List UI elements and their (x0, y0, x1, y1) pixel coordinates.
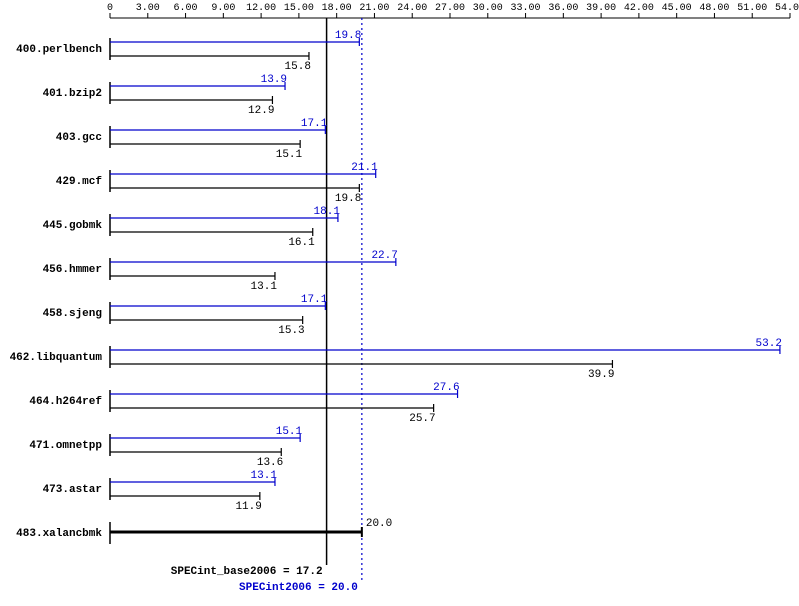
x-tick-label: 15.00 (284, 3, 314, 14)
value-label-base: 39.9 (588, 369, 614, 381)
x-tick-label: 24.00 (397, 3, 427, 14)
value-label-peak: 21.1 (351, 162, 378, 174)
x-tick-label: 33.00 (511, 3, 541, 14)
x-tick-label: 0 (107, 3, 113, 14)
benchmark-label: 456.hmmer (43, 264, 102, 276)
value-label-base: 15.3 (278, 325, 304, 337)
summary-peak-label: SPECint2006 = 20.0 (239, 582, 358, 594)
benchmark-label: 458.sjeng (43, 308, 102, 320)
chart-svg: 0 3.00 6.00 9.00 12.00 15.00 18.00 21.00 24.00 27… (0, 0, 799, 606)
value-label-base: 15.1 (276, 149, 303, 161)
value-label-base: 12.9 (248, 105, 274, 117)
benchmark-label: 473.astar (43, 484, 102, 496)
summary-base-label: SPECint_base2006 = 17.2 (171, 566, 323, 578)
value-label-base: 15.8 (285, 61, 311, 73)
x-tick-label: 45.00 (662, 3, 692, 14)
x-tick-label: 48.00 (699, 3, 729, 14)
benchmark-label: 462.libquantum (10, 352, 103, 364)
benchmark-label: 483.xalancbmk (16, 528, 102, 540)
x-tick-label: 42.00 (624, 3, 654, 14)
value-label-base: 19.8 (335, 193, 361, 205)
x-tick-label: 51.00 (737, 3, 767, 14)
x-tick-label: 27.00 (435, 3, 465, 14)
value-label-base: 13.1 (251, 281, 278, 293)
value-label-peak: 18.1 (314, 206, 341, 218)
x-tick-label: 12.00 (246, 3, 276, 14)
x-tick-label: 18.00 (322, 3, 352, 14)
x-tick-label: 3.00 (136, 3, 160, 14)
x-tick-label: 21.00 (359, 3, 389, 14)
value-label-peak: 17.1 (301, 118, 328, 130)
value-label-peak: 22.7 (371, 250, 397, 262)
value-label-base: 13.6 (257, 457, 283, 469)
value-label-peak: 19.8 (335, 30, 361, 42)
x-tick-label: 54.00 (775, 3, 799, 14)
value-label-peak: 13.9 (261, 74, 287, 86)
value-label: 20.0 (366, 518, 392, 530)
value-label-peak: 53.2 (756, 338, 782, 350)
benchmark-label: 445.gobmk (43, 220, 103, 232)
value-label-peak: 15.1 (276, 426, 303, 438)
value-label-base: 16.1 (288, 237, 315, 249)
benchmark-label: 401.bzip2 (43, 88, 102, 100)
x-tick-label: 36.00 (548, 3, 578, 14)
benchmark-label: 471.omnetpp (29, 440, 102, 452)
value-label-peak: 17.1 (301, 294, 328, 306)
benchmark-label: 464.h264ref (29, 396, 102, 408)
spec-chart: 0 3.00 6.00 9.00 12.00 15.00 18.00 21.00 24.00 27… (0, 0, 799, 606)
value-label-base: 11.9 (235, 501, 261, 513)
x-tick-label: 39.00 (586, 3, 616, 14)
value-label-peak: 13.1 (251, 470, 278, 482)
benchmark-label: 400.perlbench (16, 44, 102, 56)
value-label-peak: 27.6 (433, 382, 459, 394)
x-tick-label: 9.00 (211, 3, 235, 14)
value-label-base: 25.7 (409, 413, 435, 425)
x-tick-label: 6.00 (174, 3, 198, 14)
benchmark-label: 429.mcf (56, 176, 103, 188)
benchmark-label: 403.gcc (56, 132, 102, 144)
x-tick-label: 30.00 (473, 3, 503, 14)
